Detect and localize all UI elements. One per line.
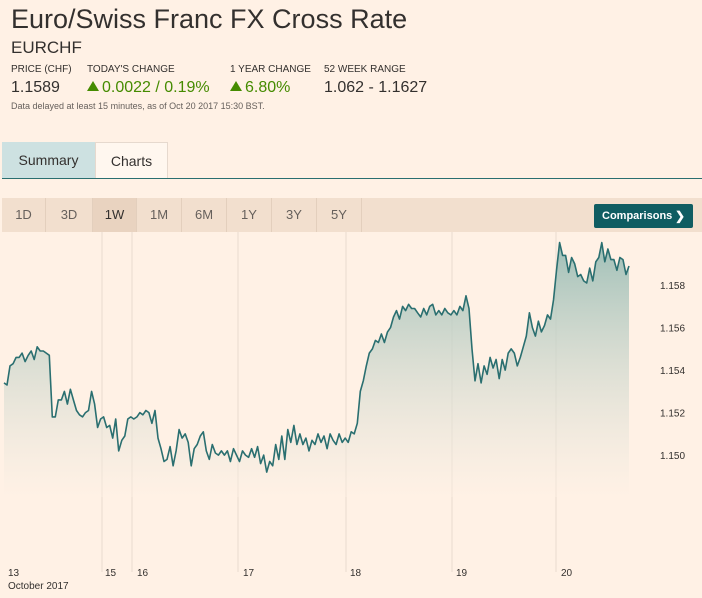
arrow-up-icon [230, 81, 242, 91]
x-tick-label: 13 [8, 568, 20, 579]
price-chart: 1.158 1.156 1.154 1.152 1.150 13 15 16 17 18 19 20… [3, 232, 685, 592]
x-axis-ticks: 13 15 16 17 18 19 20 [8, 568, 573, 579]
x-tick-label: 17 [243, 568, 255, 579]
tabs-divider [2, 178, 702, 179]
x-tick-label: 19 [456, 568, 468, 579]
chevron-right-icon: ❯ [674, 209, 685, 223]
y-tick-label: 1.154 [660, 366, 685, 377]
todays-change-value: 0.0022 / 0.19% [102, 79, 210, 96]
period-1w[interactable]: 1W [93, 198, 137, 232]
chart-series-line [3, 241, 630, 473]
period-3y[interactable]: 3Y [272, 198, 317, 232]
period-5y[interactable]: 5Y [317, 198, 362, 232]
todays-change-label: TODAY'S CHANGE [87, 64, 175, 75]
year-change-label: 1 YEAR CHANGE [230, 64, 311, 75]
period-1y[interactable]: 1Y [227, 198, 272, 232]
period-6m[interactable]: 6M [182, 198, 227, 232]
price-label: PRICE (CHF) [11, 64, 72, 75]
tab-charts[interactable]: Charts [95, 142, 168, 178]
period-3d[interactable]: 3D [46, 198, 93, 232]
y-tick-label: 1.156 [660, 324, 685, 335]
year-change: 6.80% [230, 79, 290, 97]
price-value: 1.1589 [11, 79, 60, 96]
x-tick-label: 15 [105, 568, 117, 579]
period-1m[interactable]: 1M [137, 198, 182, 232]
y-tick-label: 1.158 [660, 281, 685, 292]
y-tick-label: 1.150 [660, 451, 685, 462]
y-tick-label: 1.152 [660, 409, 685, 420]
x-tick-label: 20 [561, 568, 573, 579]
x-tick-label: 16 [137, 568, 149, 579]
range-value: 1.062 - 1.1627 [324, 79, 428, 96]
chart-area-fill [4, 242, 629, 497]
x-axis-unit-label: October 2017 [8, 581, 69, 592]
comparisons-button[interactable]: Comparisons ❯ [594, 204, 693, 228]
delay-note: Data delayed at least 15 minutes, as of … [11, 101, 265, 111]
comparisons-label: Comparisons [602, 210, 673, 222]
range-label: 52 WEEK RANGE [324, 64, 406, 75]
todays-change: 0.0022 / 0.19% [87, 79, 210, 97]
period-1d[interactable]: 1D [2, 198, 46, 232]
arrow-up-icon [87, 81, 99, 91]
ticker-symbol: EURCHF [11, 38, 82, 57]
y-axis-ticks: 1.158 1.156 1.154 1.152 1.150 [660, 281, 685, 462]
tab-summary[interactable]: Summary [2, 142, 95, 178]
period-toolbar: 1D 3D 1W 1M 6M 1Y 3Y 5Y [2, 198, 702, 232]
page-title: Euro/Swiss Franc FX Cross Rate [11, 4, 408, 34]
year-change-value: 6.80% [245, 79, 291, 96]
x-tick-label: 18 [350, 568, 362, 579]
